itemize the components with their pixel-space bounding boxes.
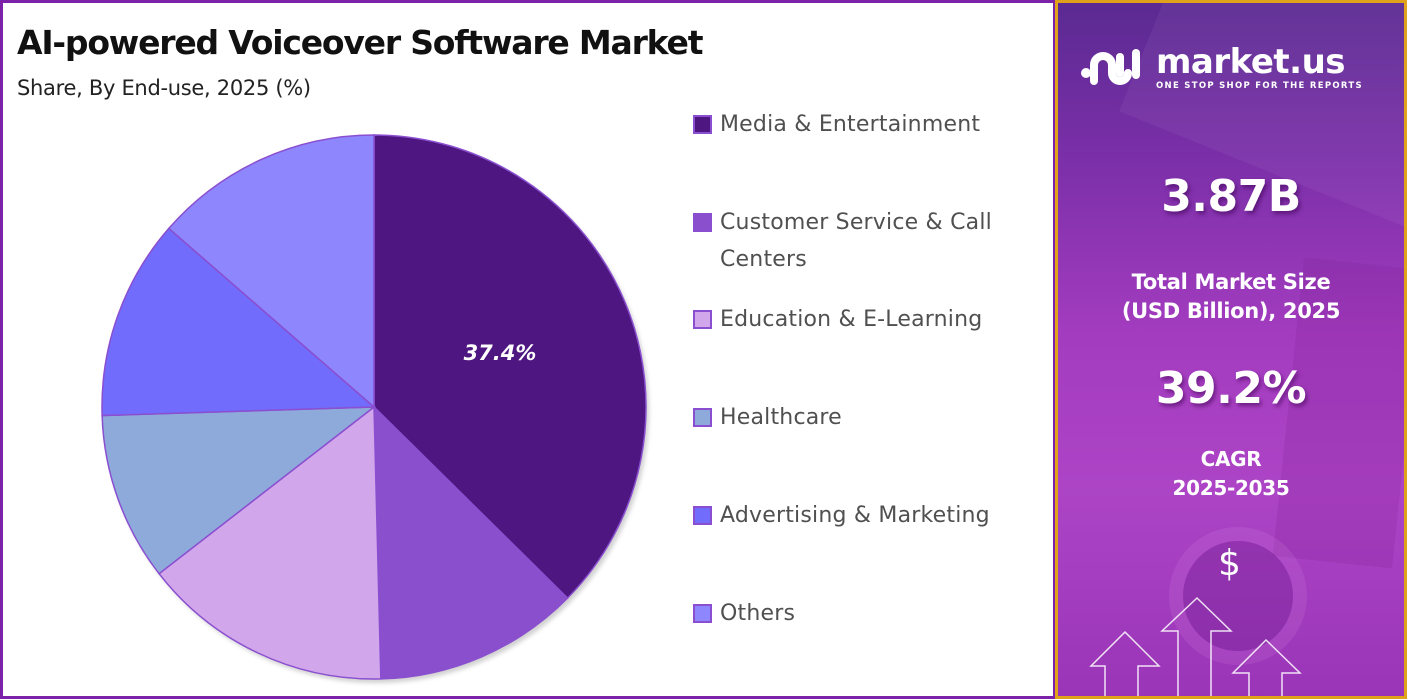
legend-swatch bbox=[693, 213, 712, 232]
market-size-value: 3.87B bbox=[1161, 171, 1301, 222]
chart-legend: Media & Entertainment Customer Service &… bbox=[693, 3, 1053, 699]
cagr-label-line1: CAGR bbox=[1200, 447, 1262, 471]
market-size-label-line2: (USD Billion), 2025 bbox=[1121, 299, 1341, 323]
legend-swatch bbox=[693, 115, 712, 134]
pie-slice-customer-service bbox=[373, 405, 569, 680]
cagr-value: 39.2% bbox=[1155, 363, 1307, 414]
pie-chart: 37.4% bbox=[87, 123, 662, 698]
pie-slice-media-entertainment bbox=[373, 134, 647, 600]
growth-arrows-icon bbox=[1089, 596, 1302, 696]
legend-label: Education & E-Learning bbox=[720, 307, 983, 332]
legend-swatch bbox=[693, 506, 712, 525]
legend-label: Others bbox=[720, 601, 796, 626]
brand-tagline: ONE STOP SHOP FOR THE REPORTS bbox=[1156, 80, 1363, 91]
summary-panel: market.us ONE STOP SHOP FOR THE REPORTS … bbox=[1055, 0, 1407, 699]
chart-panel: AI-powered Voiceover Software Market Sha… bbox=[0, 0, 1056, 699]
legend-label: Customer Service & Call Centers bbox=[720, 210, 992, 272]
legend-swatch bbox=[693, 408, 712, 427]
pie-slice-healthcare bbox=[101, 406, 377, 575]
legend-item-healthcare: Healthcare bbox=[693, 403, 1040, 436]
chart-title: AI-powered Voiceover Software Market bbox=[17, 23, 704, 62]
legend-label: Healthcare bbox=[720, 405, 842, 430]
legend-swatch bbox=[693, 310, 712, 329]
brand-name: market.us bbox=[1156, 41, 1346, 82]
legend-label: Media & Entertainment bbox=[720, 112, 981, 137]
chart-subtitle: Share, By End-use, 2025 (%) bbox=[17, 76, 311, 100]
market-size-label-line1: Total Market Size bbox=[1131, 270, 1331, 294]
legend-item-customer-service: Customer Service & Call Centers bbox=[693, 208, 1030, 278]
legend-label: Advertising & Marketing bbox=[720, 503, 990, 528]
pie-slice-others bbox=[167, 134, 375, 409]
legend-item-media-entertainment: Media & Entertainment bbox=[693, 110, 1040, 143]
legend-item-others: Others bbox=[693, 599, 1040, 632]
legend-item-education: Education & E-Learning bbox=[693, 305, 1040, 338]
pie-chart-svg bbox=[101, 134, 649, 683]
brand-logo: market.us ONE STOP SHOP FOR THE REPORTS bbox=[1080, 43, 1363, 91]
dollar-icon: $ bbox=[1218, 543, 1241, 584]
legend-item-advertising: Advertising & Marketing bbox=[693, 501, 1040, 534]
pie-slice-education bbox=[158, 405, 382, 680]
pie-slice-label-media-entertainment: 37.4% bbox=[463, 341, 537, 365]
pie-slice-advertising bbox=[101, 227, 376, 417]
market-us-logo-icon bbox=[1081, 49, 1140, 85]
legend-swatch bbox=[693, 604, 712, 623]
background-coin-circle bbox=[1183, 541, 1293, 651]
cagr-label-line2: 2025-2035 bbox=[1172, 476, 1290, 500]
